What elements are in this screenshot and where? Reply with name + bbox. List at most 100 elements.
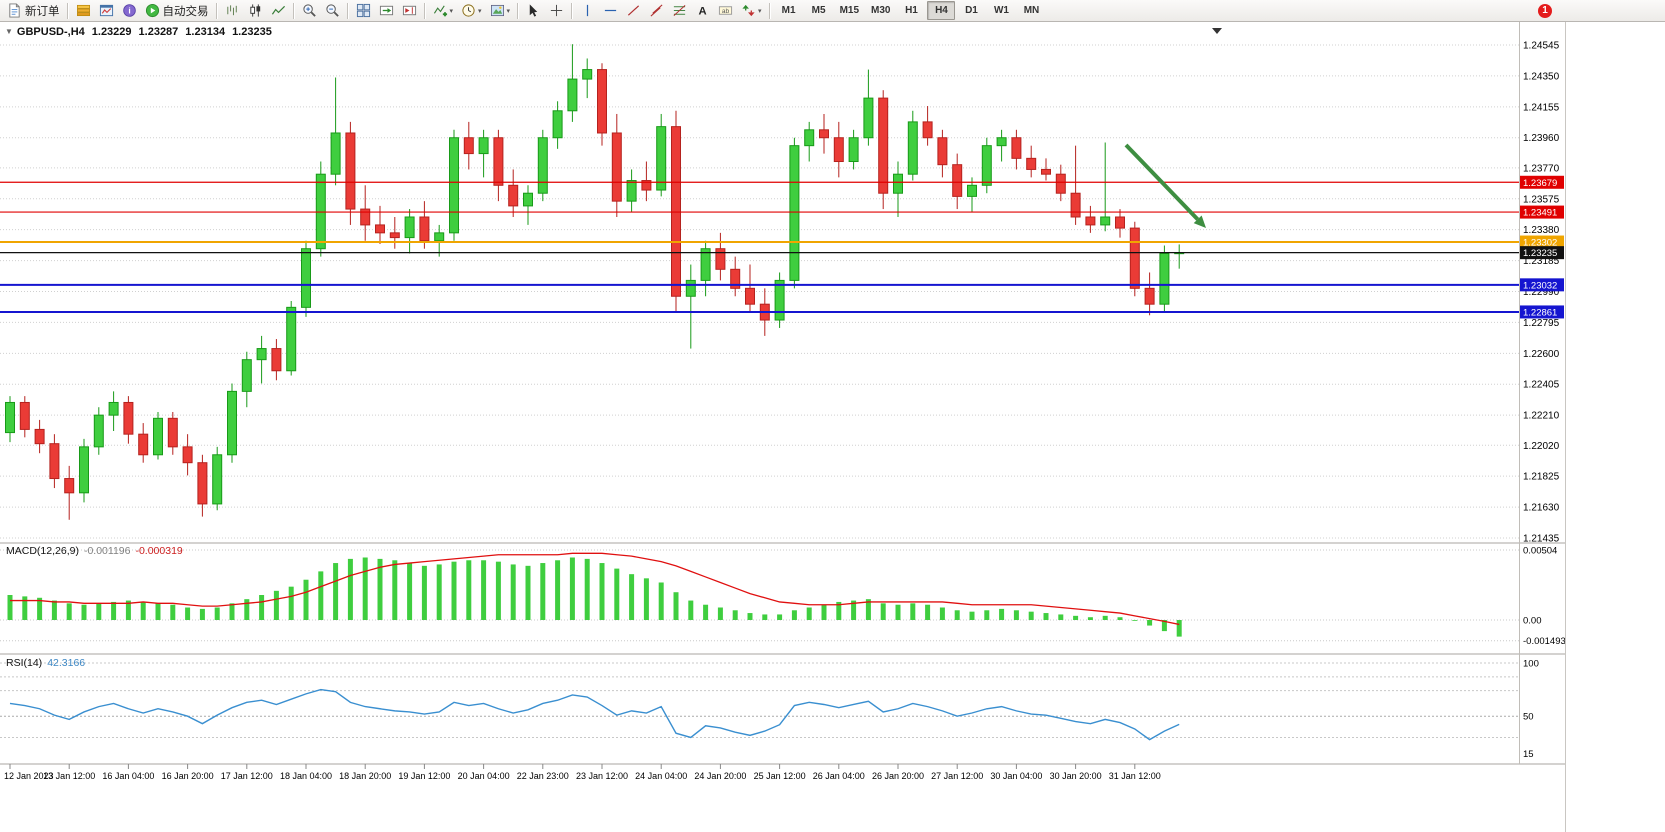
svg-text:1.24545: 1.24545 [1523,41,1560,52]
svg-text:1.23302: 1.23302 [1523,238,1557,249]
new-order-button[interactable]: 新订单 [3,0,64,22]
timeframe-mn-button[interactable]: MN [1023,5,1040,16]
timeframe-h1-button[interactable]: H1 [905,5,918,16]
document-icon [7,3,22,18]
trend-arrow[interactable] [1124,143,1206,228]
templates-button[interactable]: ▾ [486,0,515,22]
svg-text:19 Jan 12:00: 19 Jan 12:00 [398,771,450,781]
auto-trading-button[interactable]: 自动交易 [141,0,213,22]
horizontal-line-button[interactable] [599,0,622,22]
svg-text:A: A [698,6,706,18]
svg-text:1.22861: 1.22861 [1523,307,1557,318]
zoom-in-button[interactable] [298,0,321,22]
bar-chart-button[interactable] [221,0,244,22]
svg-text:20 Jan 04:00: 20 Jan 04:00 [458,771,510,781]
toolbar-separator [768,2,771,19]
text-label-button[interactable]: ab [714,0,737,22]
svg-text:1.23185: 1.23185 [1523,256,1560,267]
hline-1.22861[interactable]: 1.22861 [0,305,1564,319]
dropdown-arrow-icon[interactable]: ▾ [506,7,511,15]
toolbar-separator [346,2,349,19]
indicator-icon [433,3,448,18]
line-chart-button[interactable] [267,0,290,22]
svg-text:1.23770: 1.23770 [1523,163,1560,174]
timeframe-w1-button[interactable]: W1 [993,5,1009,16]
timeframe-d1-button[interactable]: D1 [965,5,978,16]
timeframe-h4-button[interactable]: H4 [927,1,956,20]
svg-text:16 Jan 04:00: 16 Jan 04:00 [102,771,154,781]
ohlc-open: 1.23229 [91,26,132,38]
svg-text:1.22600: 1.22600 [1523,349,1560,360]
svg-text:1.22020: 1.22020 [1523,441,1560,452]
svg-text:1.23235: 1.23235 [1523,248,1557,259]
svg-text:25 Jan 12:00: 25 Jan 12:00 [754,771,806,781]
one-click-trading-collapse-icon[interactable]: ▼ [5,27,13,36]
chart-canvas[interactable]: 1.24545 1.24350 1.24155 1.23960 1.23770 1.235… [0,22,1565,832]
rsi-value: 42.3166 [47,657,86,669]
candlestick-chart-button[interactable] [244,0,267,22]
macd-pane: 0.00504 0.00 -0.001493 [0,545,1565,647]
dropdown-arrow-icon[interactable]: ▾ [449,7,454,15]
timeframe-m1-button[interactable]: M1 [781,5,796,16]
auto-scroll-button[interactable] [375,0,398,22]
text-button[interactable]: A [691,0,714,22]
data-window-button[interactable]: i [118,0,141,22]
dropdown-arrow-icon[interactable]: ▾ [758,7,762,15]
macd-indicator-label: MACD(12,26,9) -0.001196 -0.000319 [6,545,183,557]
crosshair-button[interactable] [545,0,568,22]
tile-windows-button[interactable] [352,0,375,22]
chart-window: 1.24545 1.24350 1.24155 1.23960 1.23770 1.235… [0,22,1566,832]
chartwindow-icon [99,3,114,18]
macd-signal-value: -0.000319 [135,545,183,557]
chart-shift-button[interactable] [398,0,421,22]
autoscroll-icon [379,3,394,18]
svg-text:17 Jan 12:00: 17 Jan 12:00 [221,771,273,781]
equidistant-channel-button[interactable] [645,0,668,22]
timeframe-m5-button[interactable]: M5 [811,5,826,16]
notification-badge[interactable]: 1 [1538,4,1552,18]
macd-name: MACD(12,26,9) [6,545,79,557]
svg-text:24 Jan 20:00: 24 Jan 20:00 [694,771,746,781]
hline-1.23032[interactable]: 1.23032 [0,278,1564,292]
price-grid [0,44,1519,539]
hline-1.23679[interactable]: 1.23679 [0,175,1564,189]
svg-text:100: 100 [1523,659,1539,670]
cursor-button[interactable] [522,0,545,22]
play-icon [145,3,160,18]
hline-1.23235[interactable]: 1.23235 [0,246,1564,260]
timeframe-m15-button[interactable]: M15 [839,5,860,16]
svg-text:1.23960: 1.23960 [1523,133,1560,144]
cursor-icon [526,3,541,18]
zoomin-icon [302,3,317,18]
arrows-icon [741,3,756,18]
periods-button[interactable]: ▾ [457,0,486,22]
svg-text:30 Jan 20:00: 30 Jan 20:00 [1050,771,1102,781]
fibonacci-button[interactable] [668,0,691,22]
linechart-icon [271,3,286,18]
timeframe-m30-button[interactable]: M30 [871,5,891,16]
trendline-button[interactable] [622,0,645,22]
market-watch-button[interactable] [95,0,118,22]
arrows-button[interactable]: ▾ [737,0,766,22]
svg-text:31 Jan 12:00: 31 Jan 12:00 [1109,771,1161,781]
hline-1.23491[interactable]: 1.23491 [0,205,1564,219]
svg-text:1.23679: 1.23679 [1523,178,1557,189]
new-order-label: 新订单 [25,5,60,18]
indicators-button[interactable]: ▾ [429,0,458,22]
chart-shift-marker-icon[interactable] [1212,28,1222,34]
vertical-line-button[interactable] [576,0,599,22]
rsi-indicator-label: RSI(14) 42.3166 [6,657,85,669]
ohlc-high: 1.23287 [138,26,179,38]
profiles-button[interactable] [72,0,95,22]
toolbar-separator [423,2,426,19]
chartshift-icon [402,3,417,18]
zoom-out-button[interactable] [321,0,344,22]
rsi-pane: 100 50 15 [0,659,1539,760]
svg-text:1.22405: 1.22405 [1523,380,1560,391]
svg-text:23 Jan 12:00: 23 Jan 12:00 [576,771,628,781]
hline-1.23302[interactable]: 1.23302 [0,235,1564,249]
svg-text:18 Jan 04:00: 18 Jan 04:00 [280,771,332,781]
zoomout-icon [325,3,340,18]
dropdown-arrow-icon[interactable]: ▾ [478,7,482,15]
